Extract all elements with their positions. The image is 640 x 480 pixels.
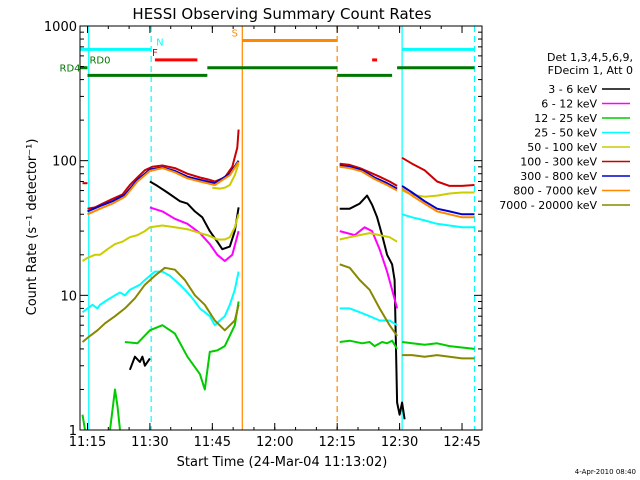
legend-label-3: 25 - 50 keV: [534, 127, 597, 140]
legend: Det 1,3,4,5,6,9,FDecim 1, Att 0 3 - 6 keV…: [499, 51, 633, 212]
data-series: [81, 129, 475, 431]
series-0: [128, 180, 406, 420]
series-7-segment-2: [401, 187, 475, 219]
legend-label-5: 100 - 300 keV: [520, 156, 597, 169]
y-axis-label: Count Rate (s⁻¹ detector⁻¹): [25, 139, 40, 316]
x-tick-label-0: 11:15: [69, 435, 106, 450]
status-label-rd4: RD4: [60, 63, 81, 74]
series-2-segment-0: [81, 414, 86, 431]
y-tick-label-1: 10: [60, 289, 77, 304]
y-tick-label-0: 1: [69, 424, 77, 439]
series-3-segment-0: [81, 270, 240, 327]
series-6-segment-1: [339, 164, 398, 190]
series-2-segment-1: [109, 388, 121, 431]
series-8-segment-1: [339, 263, 398, 337]
status-label-f: F: [152, 48, 158, 59]
footer-date: 4-Apr-2010 08:40: [575, 468, 636, 476]
x-tick-label-5: 12:30: [381, 435, 418, 450]
status-label-n: N: [156, 37, 163, 48]
series-2: [81, 301, 475, 431]
series-8-segment-0: [81, 266, 240, 343]
x-tick-label-4: 12:15: [318, 435, 355, 450]
y-tick-label-3: 1000: [44, 20, 77, 35]
legend-label-0: 3 - 6 keV: [548, 83, 597, 96]
series-4-segment-2: [339, 232, 398, 243]
legend-label-8: 7000 - 20000 keV: [499, 199, 597, 212]
series-0-segment-2: [339, 194, 406, 420]
status-label-s: S: [232, 29, 238, 40]
series-3: [81, 213, 475, 327]
series-1-segment-0: [149, 206, 240, 262]
series-2-segment-4: [401, 341, 475, 350]
series-4-segment-1: [212, 163, 240, 190]
series-1-segment-1: [339, 226, 399, 309]
series-2-segment-2: [124, 301, 240, 391]
series-4-segment-0: [81, 214, 240, 262]
series-3-segment-2: [401, 213, 475, 229]
series-8: [81, 263, 475, 360]
x-tick-label-3: 12:00: [256, 435, 293, 450]
x-tick-label-2: 11:45: [194, 435, 231, 450]
series-7-segment-1: [339, 165, 398, 192]
series-0-segment-1: [149, 180, 240, 251]
legend-label-1: 6 - 12 keV: [541, 98, 597, 111]
legend-label-7: 800 - 7000 keV: [513, 185, 597, 198]
x-tick-label-1: 11:30: [131, 435, 168, 450]
series-3-segment-1: [339, 307, 398, 327]
legend-label-6: 300 - 800 keV: [520, 170, 597, 183]
legend-header-1: FDecim 1, Att 0: [548, 64, 633, 77]
series-5-segment-2: [339, 162, 398, 187]
x-tick-label-6: 12:45: [443, 435, 480, 450]
status-label-rd0: RD0: [89, 56, 110, 67]
series-8-segment-2: [402, 354, 475, 360]
y-tick-label-2: 100: [52, 155, 77, 170]
axes: 11:15 11:30 11:45 12:00 12:15 12:30 12:45 1 10 10…: [44, 20, 482, 450]
series-0-segment-0: [128, 355, 151, 371]
plot-frame: [79, 25, 483, 431]
series-7: [87, 161, 475, 219]
series-1: [149, 206, 399, 309]
status-bars: N S F RD0 RD4: [60, 29, 475, 77]
x-axis-label: Start Time (24-Mar-04 11:13:02): [177, 455, 388, 470]
legend-label-2: 12 - 25 keV: [534, 112, 597, 125]
legend-label-4: 50 - 100 keV: [527, 141, 597, 154]
chart-title: HESSI Observing Summary Count Rates: [132, 5, 431, 23]
legend-header-0: Det 1,3,4,5,6,9,: [547, 51, 633, 64]
series-7-segment-0: [87, 161, 240, 216]
series-4: [81, 163, 475, 262]
series-2-segment-3: [339, 339, 398, 350]
series-5-segment-3: [401, 156, 475, 187]
series-6-segment-2: [401, 185, 475, 216]
